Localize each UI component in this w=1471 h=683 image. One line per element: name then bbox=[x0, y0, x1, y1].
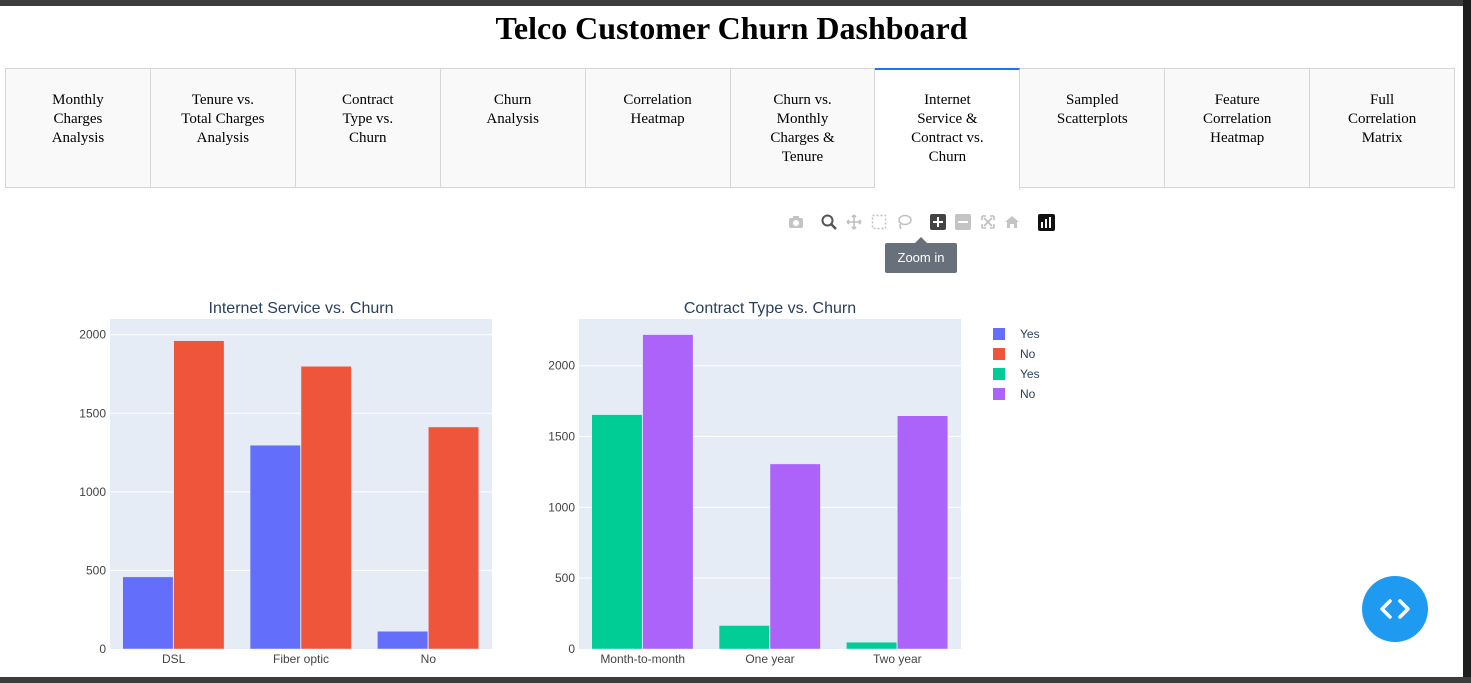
zoom-icon[interactable] bbox=[819, 212, 839, 232]
x-tick-label: Two year bbox=[873, 652, 922, 666]
plotly-logo-icon[interactable] bbox=[1036, 212, 1056, 232]
legend: Yes No Yes No bbox=[993, 327, 1040, 401]
y-tick-label: 0 bbox=[99, 642, 106, 656]
bar-no-one-year bbox=[769, 463, 821, 650]
chart-title: Contract Type vs. Churn bbox=[684, 300, 856, 317]
zoom-out-icon[interactable] bbox=[953, 212, 973, 232]
x-tick-label: DSL bbox=[162, 652, 186, 666]
tab-2[interactable]: Tenure vs. Total Charges Analysis bbox=[151, 69, 296, 187]
tab-6[interactable]: Churn vs. Monthly Charges & Tenure bbox=[731, 69, 876, 187]
charts-area: 0 500 1000 1500 2000 DSL Fiber optic No Internet… bbox=[79, 300, 1040, 666]
legend-label: No bbox=[1020, 347, 1036, 361]
y-tick-label: 1000 bbox=[79, 485, 106, 499]
code-toggle-button[interactable] bbox=[1362, 576, 1428, 642]
camera-icon[interactable] bbox=[786, 212, 806, 232]
legend-swatch bbox=[993, 348, 1005, 360]
tab-10[interactable]: Full Correlation Matrix bbox=[1347, 92, 1417, 146]
tab-8[interactable]: Sampled Scatterplots bbox=[1020, 69, 1166, 187]
pan-icon[interactable] bbox=[844, 212, 864, 232]
legend-swatch bbox=[993, 368, 1005, 380]
x-tick-label: Month-to-month bbox=[600, 652, 685, 666]
zoom-in-tooltip: Zoom in bbox=[885, 243, 957, 273]
lasso-select-icon[interactable] bbox=[894, 212, 914, 232]
chart-title: Internet Service vs. Churn bbox=[209, 300, 394, 317]
y-tick-label: 500 bbox=[86, 563, 106, 577]
legend-swatch bbox=[993, 328, 1005, 340]
tab-3[interactable]: Contract Type vs. Churn bbox=[296, 69, 441, 187]
legend-label: No bbox=[1020, 387, 1036, 401]
tooltip-arrow bbox=[915, 237, 927, 243]
tab-bar: Monthly Charges Analysis Tenure vs. Total… bbox=[5, 68, 1455, 190]
tab-9[interactable]: Feature Correlation Heatmap bbox=[1165, 69, 1311, 187]
bar-no-month-to-month bbox=[642, 334, 694, 650]
bar-yes-month-to-month bbox=[591, 414, 643, 650]
bar-yes-no bbox=[377, 630, 429, 650]
bar-no-dsl bbox=[173, 340, 225, 650]
tab-4[interactable]: Churn Analysis bbox=[441, 69, 586, 187]
bar-yes-fiber-optic bbox=[249, 444, 301, 650]
bar-no-no bbox=[428, 426, 480, 650]
box-select-icon[interactable] bbox=[869, 212, 889, 232]
bar-no-two-year bbox=[897, 415, 949, 650]
code-icon bbox=[1380, 599, 1410, 619]
legend-label: Yes bbox=[1020, 367, 1040, 381]
plot-modebar bbox=[786, 212, 1066, 236]
reset-axes-icon[interactable] bbox=[1002, 212, 1022, 232]
x-tick-label: No bbox=[421, 652, 437, 666]
x-tick-label: Fiber optic bbox=[273, 652, 329, 666]
bar-yes-two-year bbox=[846, 641, 898, 650]
bar-yes-dsl bbox=[122, 576, 174, 650]
y-tick-label: 0 bbox=[568, 642, 575, 656]
x-tick-label: One year bbox=[745, 652, 794, 666]
y-tick-label: 1500 bbox=[79, 406, 106, 420]
dashboard-page: Telco Customer Churn Dashboard Monthly C… bbox=[0, 6, 1463, 677]
y-tick-label: 1000 bbox=[548, 500, 575, 514]
tab-1[interactable]: Monthly Charges Analysis bbox=[6, 69, 151, 187]
page-title: Telco Customer Churn Dashboard bbox=[495, 10, 968, 46]
tab-5[interactable]: Correlation Heatmap bbox=[586, 69, 731, 187]
window-edge bbox=[1463, 0, 1471, 683]
y-tick-label: 500 bbox=[555, 571, 575, 585]
chart-1: 0 500 1000 1500 2000 DSL Fiber optic No Internet… bbox=[79, 300, 492, 666]
y-tick-label: 1500 bbox=[548, 430, 575, 444]
y-tick-label: 2000 bbox=[548, 359, 575, 373]
legend-swatch bbox=[993, 388, 1005, 400]
bottom-edge bbox=[0, 677, 1471, 683]
chart-2: 0 500 1000 1500 2000 Month-to-month One year Tw… bbox=[548, 300, 961, 666]
autoscale-icon[interactable] bbox=[978, 212, 998, 232]
zoom-in-icon[interactable] bbox=[928, 212, 948, 232]
bar-yes-one-year bbox=[718, 625, 770, 650]
tab-7[interactable]: Internet Service & Contract vs. Churn bbox=[875, 68, 1021, 190]
bar-no-fiber-optic bbox=[300, 366, 352, 650]
legend-label: Yes bbox=[1020, 327, 1040, 341]
y-tick-label: 2000 bbox=[79, 328, 106, 342]
